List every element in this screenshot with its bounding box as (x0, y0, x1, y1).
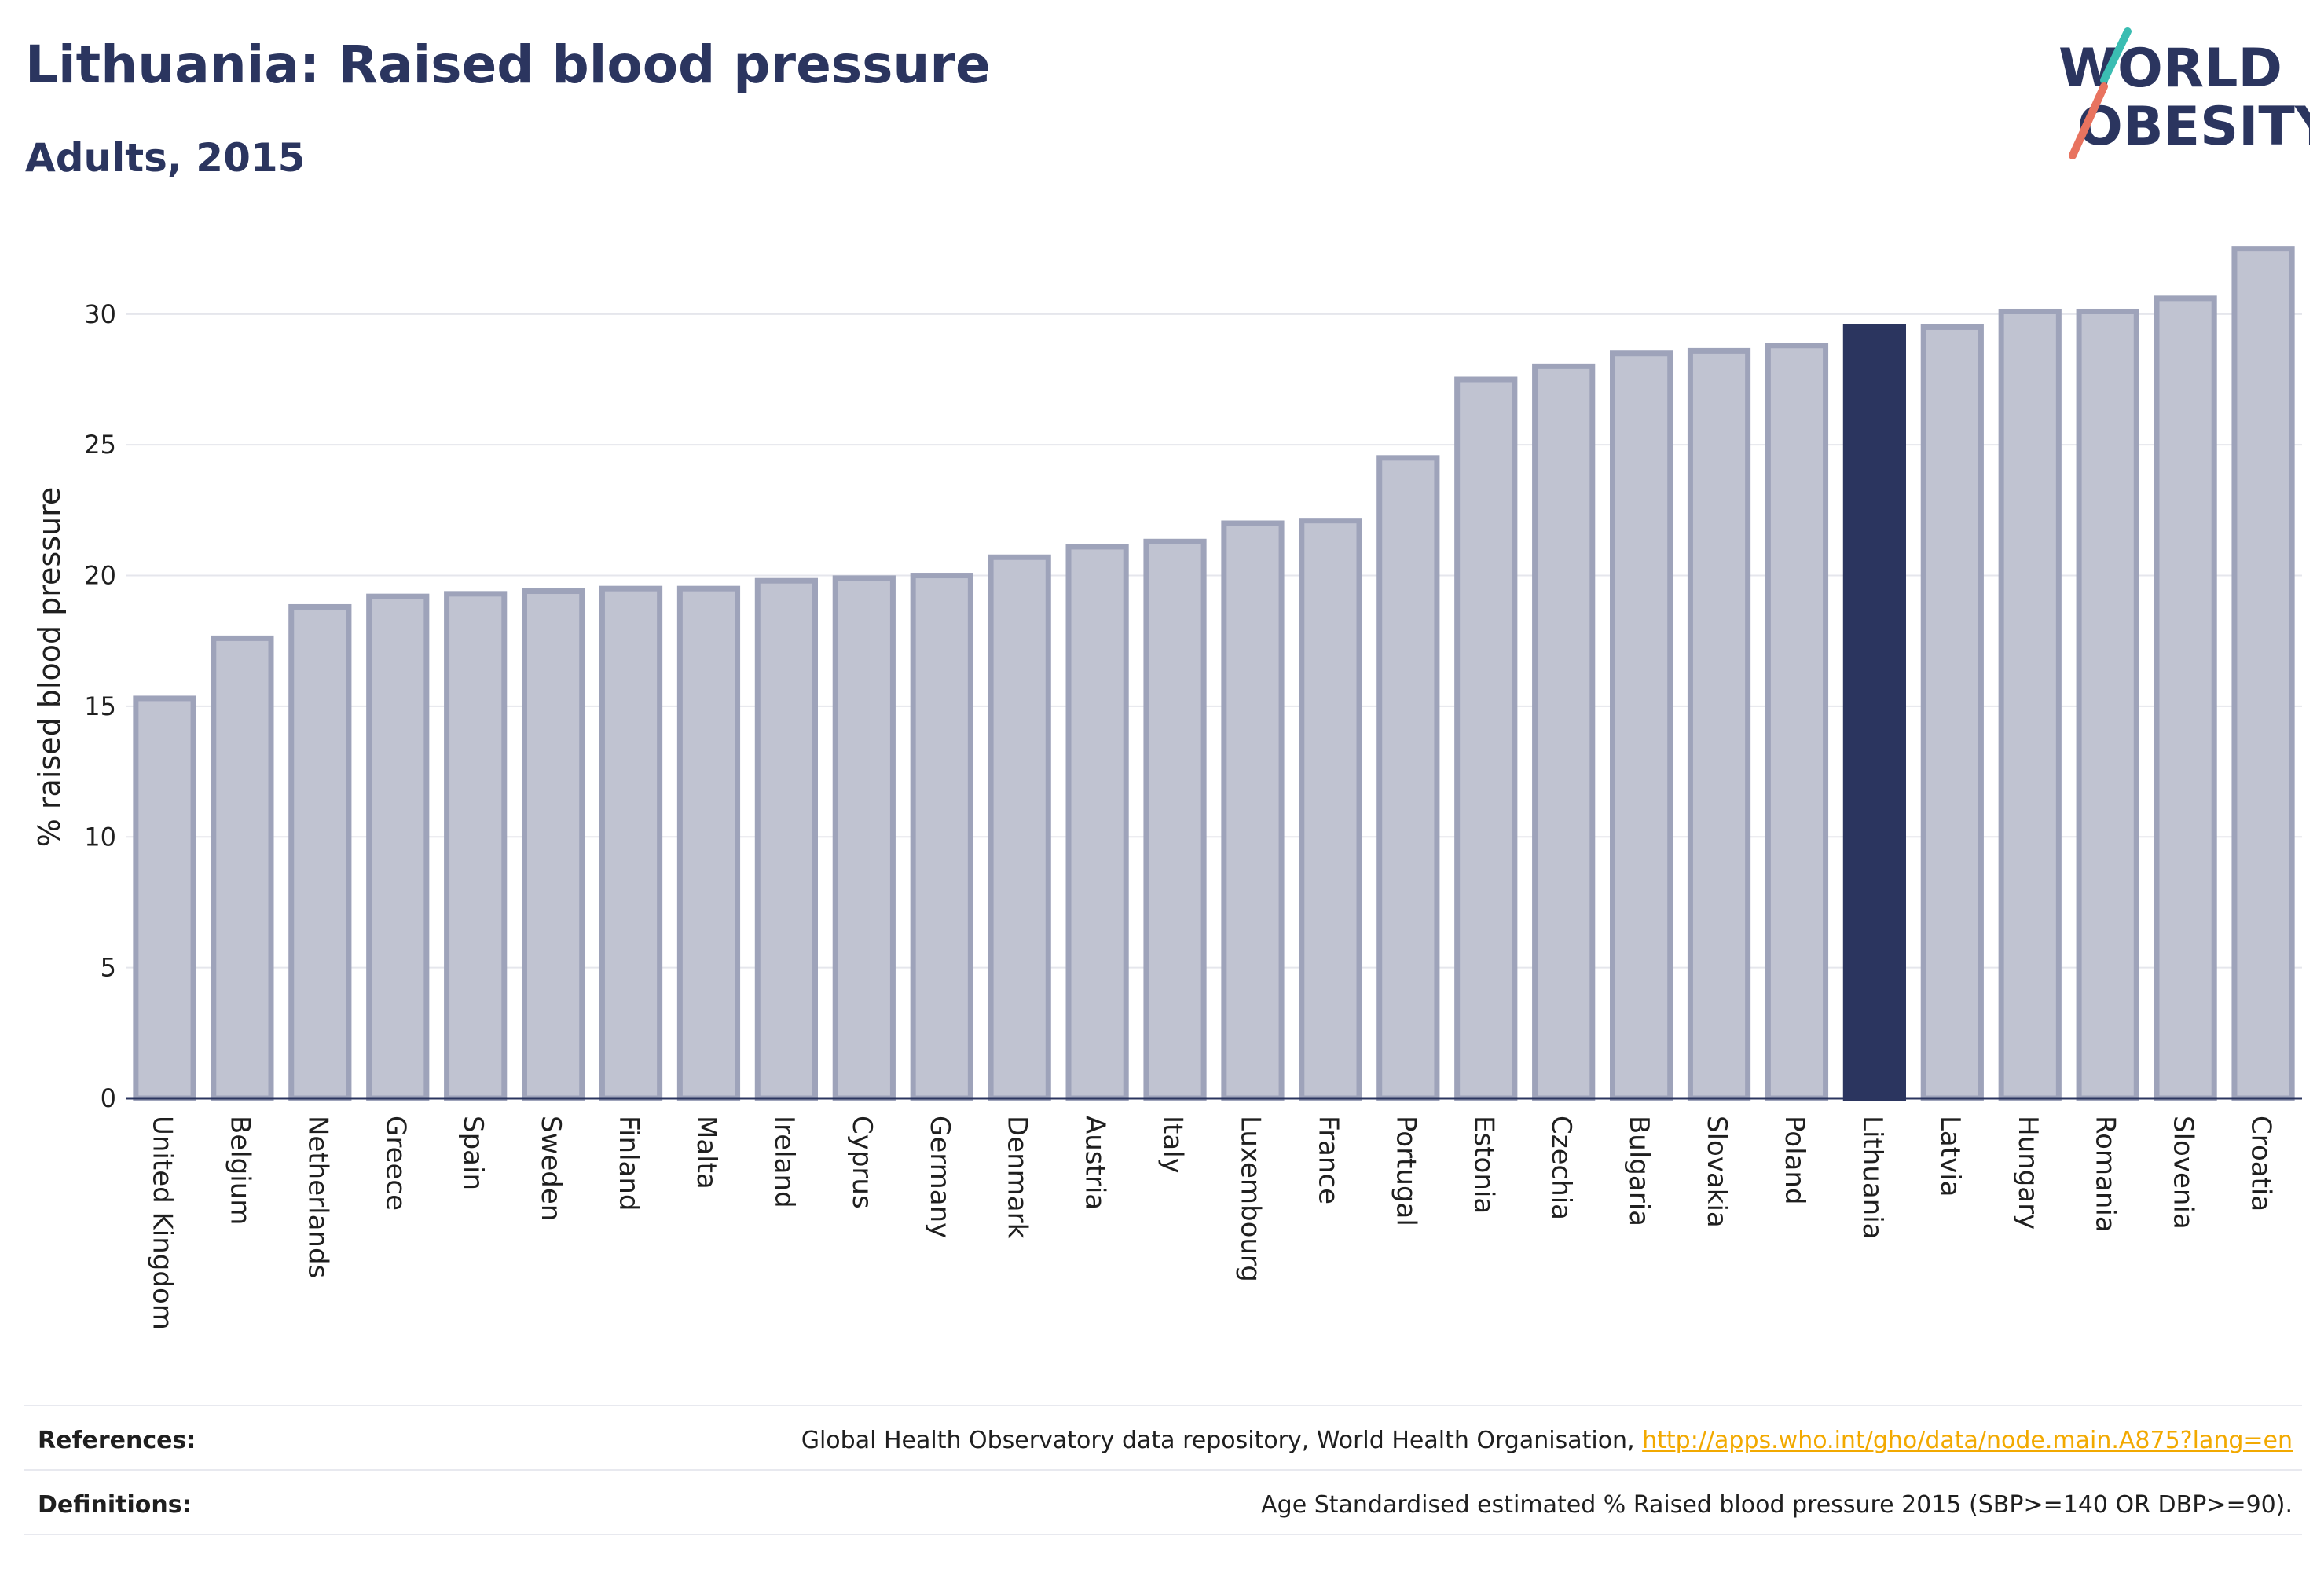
bar (1998, 308, 2062, 1101)
bar (599, 585, 663, 1101)
x-tick-label: Sweden (535, 1116, 566, 1221)
x-tick-label: Poland (1779, 1116, 1810, 1205)
x-tick-label: Portugal (1390, 1116, 1421, 1226)
footer-divider (24, 1534, 2302, 1535)
bar (1920, 324, 1984, 1101)
bar (1065, 544, 1129, 1101)
bar (522, 588, 585, 1101)
bar (1765, 343, 1829, 1101)
x-tick-label: Spain (457, 1116, 489, 1190)
bar (988, 554, 1051, 1101)
bar (1299, 518, 1362, 1101)
x-tick-label: Romania (2090, 1116, 2121, 1233)
bar (754, 577, 818, 1101)
bar (1687, 347, 1751, 1101)
x-tick-label: Slovenia (2168, 1116, 2199, 1230)
bar (444, 591, 508, 1101)
page-subtitle: Adults, 2015 (25, 135, 306, 181)
references-label: References: (38, 1427, 196, 1454)
bar (1221, 520, 1285, 1101)
bar (1454, 376, 1518, 1101)
x-tick-label: Czechia (1545, 1116, 1577, 1220)
bar (366, 593, 430, 1101)
x-tick-label: Belgium (224, 1116, 255, 1225)
y-tick-label: 5 (101, 953, 116, 983)
x-tick-label: Lithuania (1857, 1116, 1888, 1239)
references-text: Global Health Observatory data repositor… (801, 1427, 1643, 1454)
bar (1610, 350, 1673, 1101)
y-tick-label: 15 (84, 691, 116, 721)
bar (910, 573, 973, 1101)
bar-highlight (1842, 324, 1906, 1101)
x-tick-label: Austria (1080, 1116, 1111, 1210)
page-title: Lithuania: Raised blood pressure (25, 35, 991, 95)
x-tick-label: Latvia (1934, 1116, 1966, 1197)
bar (2154, 295, 2217, 1101)
y-tick-label: 25 (84, 430, 116, 460)
y-axis-title: % raised blood pressure (32, 487, 67, 848)
x-tick-label: Netherlands (302, 1116, 333, 1278)
bar (288, 603, 352, 1101)
bar (1143, 538, 1207, 1101)
bar (2076, 308, 2139, 1101)
x-tick-label: Italy (1157, 1116, 1189, 1174)
bar (1376, 455, 1440, 1101)
x-tick-label: Greece (379, 1116, 411, 1211)
x-tick-label: Estonia (1468, 1116, 1499, 1214)
definitions-label: Definitions: (38, 1491, 192, 1519)
x-tick-label: United Kingdom (146, 1116, 178, 1330)
x-tick-label: Slovakia (1701, 1116, 1732, 1228)
bar (133, 695, 196, 1101)
bar (2231, 246, 2295, 1101)
x-tick-label: France (1312, 1116, 1343, 1204)
x-tick-label: Luxembourg (1234, 1116, 1266, 1282)
references-link[interactable]: http://apps.who.int/gho/data/node.main.A… (1642, 1427, 2293, 1454)
x-tick-label: Germany (924, 1116, 955, 1238)
y-tick-label: 20 (84, 561, 116, 591)
bar (1532, 363, 1596, 1101)
x-tick-label: Malta (691, 1116, 722, 1189)
definitions-text: Age Standardised estimated % Raised bloo… (1261, 1491, 2293, 1519)
x-tick-label: Finland (613, 1116, 644, 1211)
x-tick-label: Cyprus (846, 1116, 878, 1209)
bar (676, 585, 741, 1101)
x-tick-label: Bulgaria (1623, 1116, 1655, 1226)
definitions-row: Definitions: Age Standardised estimated … (24, 1469, 2302, 1534)
x-tick-label: Croatia (2245, 1116, 2277, 1211)
y-tick-label: 0 (101, 1083, 116, 1113)
world-obesity-logo: WORLD OBESITY (2058, 27, 2310, 159)
bar-chart: 0 5 10 15 20 25 30 United Kingdom Belgium Netherl… (32, 246, 2302, 1330)
x-tick-label: Denmark (1002, 1116, 1033, 1239)
y-tick-label: 30 (84, 299, 116, 329)
references-value: Global Health Observatory data repositor… (801, 1427, 2293, 1454)
references-row: References: Global Health Observatory da… (24, 1405, 2302, 1469)
x-tick-label: Ireland (768, 1116, 800, 1208)
x-tick-label: Hungary (2012, 1116, 2044, 1230)
svg-text:OBESITY: OBESITY (2077, 96, 2310, 158)
svg-text:WORLD: WORLD (2058, 38, 2282, 100)
bar (211, 635, 274, 1101)
y-tick-label: 10 (84, 822, 116, 852)
bar (832, 575, 896, 1101)
